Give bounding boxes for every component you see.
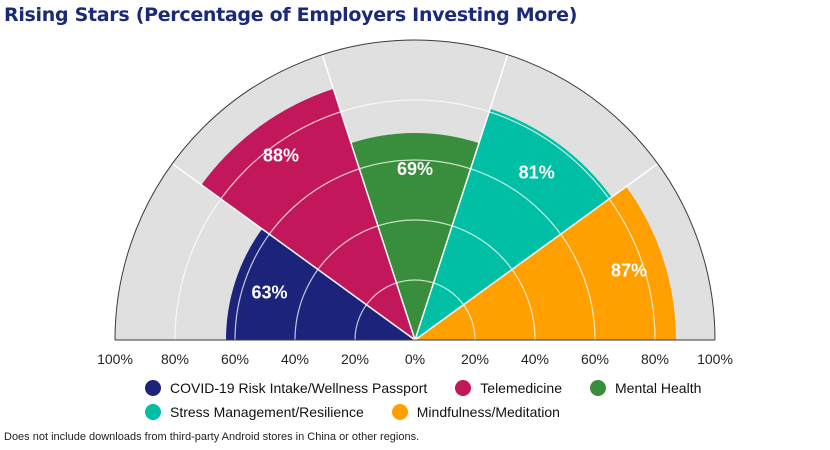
data-label: 81%	[519, 163, 555, 183]
grid-arc	[234, 159, 596, 341]
sector-divider	[414, 54, 509, 341]
legend-item-stress: Stress Management/Resilience	[145, 404, 364, 420]
legend-item-mindfulness: Mindfulness/Meditation	[391, 404, 560, 420]
legend-label: Mindfulness/Meditation	[416, 404, 560, 420]
legend-swatch	[590, 380, 606, 396]
chart-data-labels: 63% 88% 69% 81% 87%	[251, 146, 647, 303]
chart-legend: COVID-19 Risk Intake/Wellness Passport T…	[145, 376, 745, 424]
grid-arc	[354, 279, 476, 341]
bar-5	[415, 186, 676, 340]
legend-swatch	[455, 380, 472, 396]
bar-2	[201, 88, 415, 340]
sector-divider	[321, 54, 416, 341]
legend-label: Stress Management/Resilience	[170, 404, 364, 420]
chart-gridlines	[114, 39, 716, 341]
axis-tick-label: 60%	[581, 351, 609, 367]
data-label: 63%	[251, 283, 287, 303]
legend-row: COVID-19 Risk Intake/Wellness Passport T…	[145, 376, 745, 400]
legend-item-telemedicine: Telemedicine	[455, 380, 562, 396]
axis-tick-label: 40%	[521, 351, 549, 367]
bar-1	[226, 228, 415, 340]
outer-arc	[114, 39, 716, 341]
axis-tick-label: 20%	[341, 351, 369, 367]
sector-divider	[171, 163, 416, 341]
data-label: 88%	[263, 146, 299, 166]
legend-item-mental-health: Mental Health	[590, 380, 701, 396]
axis-tick-label: 100%	[697, 351, 733, 367]
chart-bars	[201, 88, 676, 340]
footnote: Does not include downloads from third-pa…	[4, 431, 420, 443]
grid-arc	[174, 99, 656, 341]
data-label: 87%	[611, 261, 647, 281]
sector-divider	[414, 163, 659, 341]
axis-tick-label: 0%	[405, 351, 425, 367]
legend-label: Mental Health	[615, 380, 702, 396]
legend-row: Stress Management/Resilience Mindfulness…	[145, 400, 745, 424]
legend-label: COVID-19 Risk Intake/Wellness Passport	[170, 380, 428, 396]
legend-label: Telemedicine	[480, 380, 562, 396]
bar-4	[415, 108, 612, 340]
chart-axis-ticks: 100% 80% 60% 40% 20% 0% 20% 40% 60% 80% 100%	[97, 351, 733, 367]
legend-swatch	[145, 404, 161, 420]
axis-tick-label: 100%	[97, 351, 133, 367]
data-label: 69%	[397, 159, 433, 179]
axis-tick-label: 80%	[641, 351, 669, 367]
legend-swatch	[391, 404, 408, 420]
chart-title: Rising Stars (Percentage of Employers In…	[4, 4, 578, 26]
axis-tick-label: 60%	[221, 351, 249, 367]
radial-bar-chart: 63% 88% 69% 81% 87% 100% 80% 60% 40% 20% 0% 20% 40%…	[97, 39, 733, 367]
bar-3	[351, 132, 479, 340]
axis-tick-label: 40%	[281, 351, 309, 367]
axis-tick-label: 20%	[461, 351, 489, 367]
legend-swatch	[145, 380, 161, 396]
axis-tick-label: 80%	[161, 351, 189, 367]
legend-item-covid: COVID-19 Risk Intake/Wellness Passport	[145, 380, 427, 396]
grid-arc	[294, 219, 536, 341]
